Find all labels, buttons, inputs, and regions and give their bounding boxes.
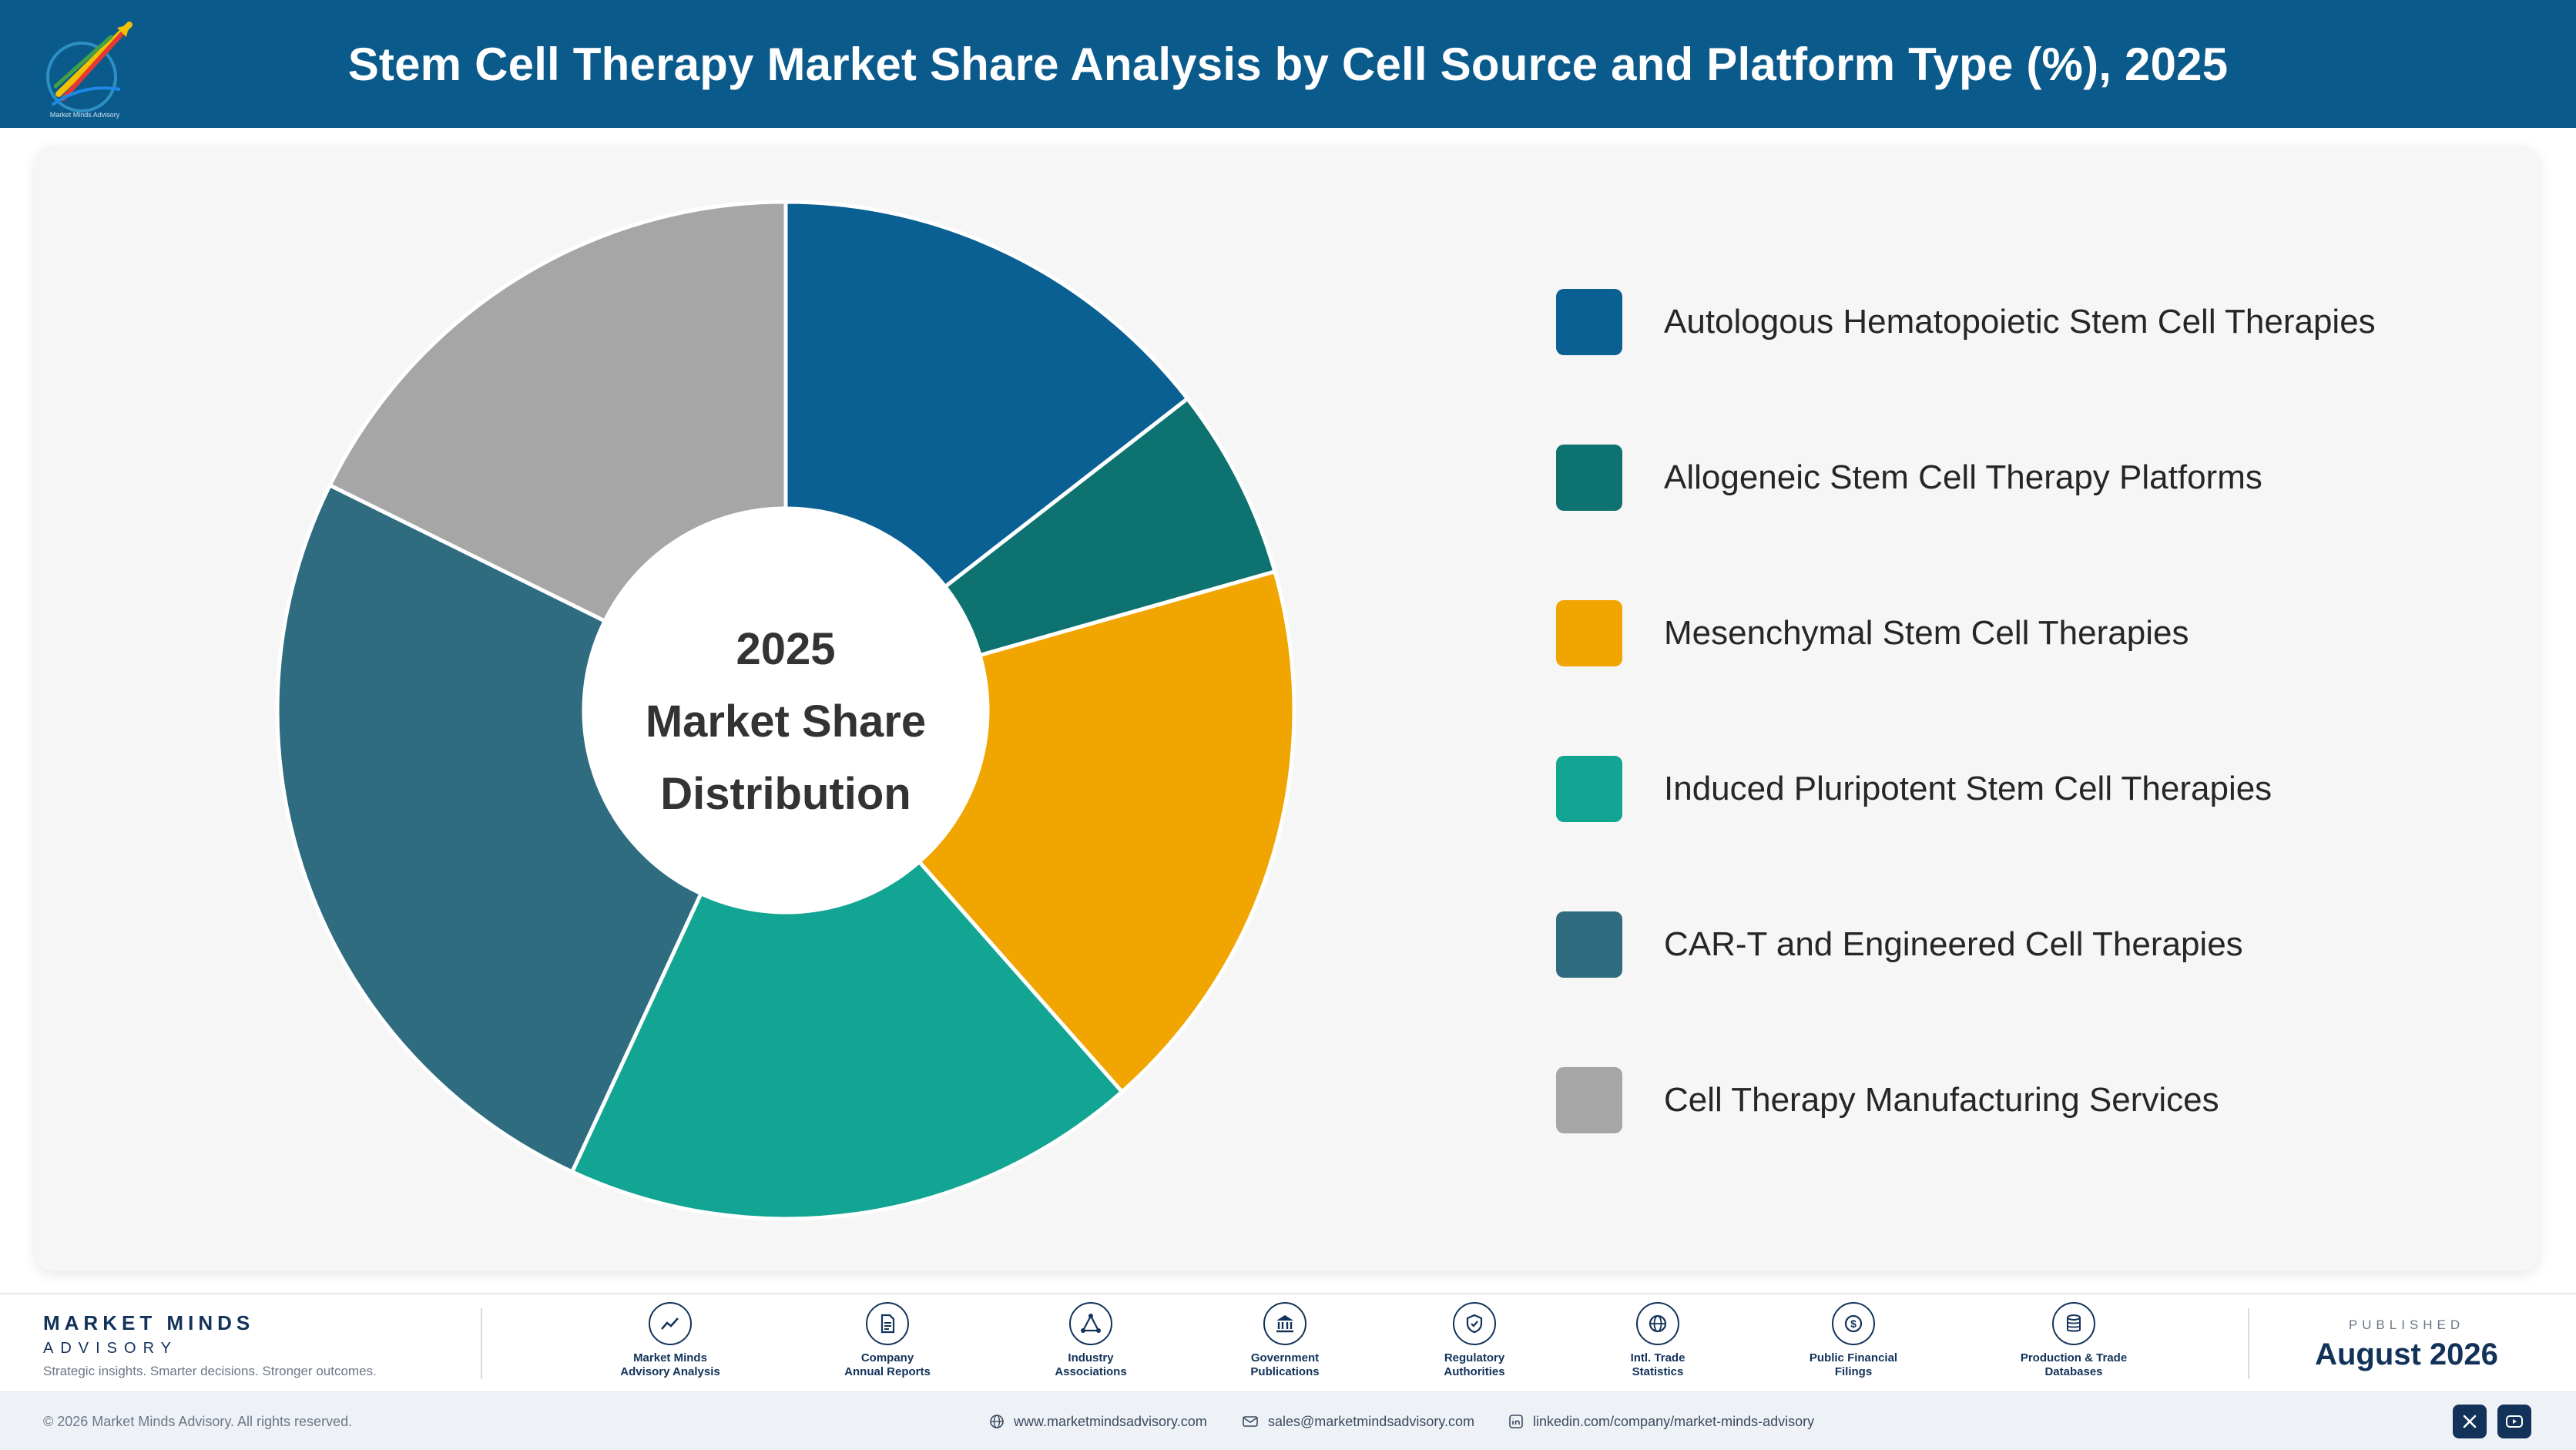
x-icon[interactable] xyxy=(2453,1405,2487,1438)
government-building-icon xyxy=(1263,1302,1306,1345)
legend-swatch xyxy=(1556,756,1622,822)
linkedin-icon xyxy=(1509,1415,1523,1428)
legend-item-mesenchymal[interactable]: Mesenchymal Stem Cell Therapies xyxy=(1556,599,2189,667)
network-icon xyxy=(1069,1302,1112,1345)
trend-chart-icon xyxy=(649,1302,692,1345)
source-label: Government Publications xyxy=(1250,1351,1320,1378)
donut-slice-1[interactable] xyxy=(783,200,1191,589)
source-label: Intl. Trade Statistics xyxy=(1630,1351,1685,1378)
legend-item-ipsc[interactable]: Induced Pluripotent Stem Cell Therapies xyxy=(1556,755,2272,823)
legend-label: Autologous Hematopoietic Stem Cell Thera… xyxy=(1664,303,2376,341)
source-label: Market Minds Advisory Analysis xyxy=(620,1351,720,1378)
source-label: Public Financial Filings xyxy=(1809,1351,1898,1378)
chart-card: 2025 Market Share Distribution Autologou… xyxy=(35,146,2539,1271)
legend-label: Mesenchymal Stem Cell Therapies xyxy=(1664,614,2189,652)
center-label-line2: Market Share xyxy=(645,696,927,747)
source-label: Production & Trade Databases xyxy=(2020,1351,2128,1378)
footer: MARKET MINDS ADVISORY Strategic insights… xyxy=(0,1293,2576,1391)
brand-name: MARKET MINDS xyxy=(43,1311,255,1334)
source-trade-databases: Production & Trade Databases xyxy=(1997,1302,2151,1379)
legend-swatch xyxy=(1556,600,1622,666)
website-link[interactable]: www.marketmindsadvisory.com xyxy=(989,1392,1207,1450)
published-block: PUBLISHED August 2026 xyxy=(2306,1317,2507,1372)
bottom-bar: © 2026 Market Minds Advisory. All rights… xyxy=(0,1391,2576,1450)
legend-item-car-t[interactable]: CAR-T and Engineered Cell Therapies xyxy=(1556,911,2243,978)
legend-swatch xyxy=(1556,1067,1622,1133)
legend-swatch xyxy=(1556,289,1622,355)
donut-slice-6[interactable] xyxy=(327,200,788,624)
donut-slice-3[interactable] xyxy=(916,569,1296,1095)
legend-swatch xyxy=(1556,911,1622,978)
source-government: Government Publications xyxy=(1208,1302,1362,1379)
copyright-text: © 2026 Market Minds Advisory. All rights… xyxy=(43,1413,353,1429)
website-text: www.marketmindsadvisory.com xyxy=(1014,1413,1207,1429)
legend-item-manufacturing[interactable]: Cell Therapy Manufacturing Services xyxy=(1556,1066,2219,1134)
legend-item-allogeneic[interactable]: Allogeneic Stem Cell Therapy Platforms xyxy=(1556,444,2262,512)
legend-label: Allogeneic Stem Cell Therapy Platforms xyxy=(1664,458,2262,496)
mail-icon xyxy=(1243,1416,1258,1427)
source-label: Industry Associations xyxy=(1055,1351,1127,1378)
published-date: August 2026 xyxy=(2315,1338,2498,1371)
donut-center xyxy=(585,510,986,911)
legend-label: Induced Pluripotent Stem Cell Therapies xyxy=(1664,770,2272,807)
legend-item-autologous[interactable]: Autologous Hematopoietic Stem Cell Thera… xyxy=(1556,288,2376,356)
logo-text: Market Minds Advisory xyxy=(50,111,120,119)
header-bar: Market Minds Advisory Stem Cell Therapy … xyxy=(0,0,2576,128)
source-label: Company Annual Reports xyxy=(844,1351,931,1378)
email-link[interactable]: sales@marketmindsadvisory.com xyxy=(1242,1392,1474,1450)
globe-icon xyxy=(990,1415,1004,1428)
legend-label: Cell Therapy Manufacturing Services xyxy=(1664,1081,2219,1119)
brand-tagline: Strategic insights. Smarter decisions. S… xyxy=(43,1364,377,1378)
database-icon xyxy=(2052,1302,2095,1345)
published-label: PUBLISHED xyxy=(2348,1317,2465,1332)
center-label-line3: Distribution xyxy=(660,769,911,819)
divider xyxy=(2248,1308,2249,1379)
globe-icon xyxy=(1636,1302,1679,1345)
center-label-year: 2025 xyxy=(736,624,836,674)
legend-swatch xyxy=(1556,445,1622,511)
source-industry-associations: Industry Associations xyxy=(1014,1302,1168,1379)
source-company-reports: Company Annual Reports xyxy=(810,1302,964,1379)
footer-brand: MARKET MINDS ADVISORY Strategic insights… xyxy=(43,1311,377,1379)
shield-check-icon xyxy=(1453,1302,1496,1345)
dollar-coin-icon: $ xyxy=(1832,1302,1875,1345)
source-trade-statistics: Intl. Trade Statistics xyxy=(1581,1302,1735,1379)
linkedin-text: linkedin.com/company/market-minds-adviso… xyxy=(1533,1413,1815,1429)
page-title: Stem Cell Therapy Market Share Analysis … xyxy=(347,38,2229,90)
divider xyxy=(481,1308,482,1379)
linkedin-link[interactable]: linkedin.com/company/market-minds-adviso… xyxy=(1508,1392,1814,1450)
document-icon xyxy=(866,1302,909,1345)
legend-label: CAR-T and Engineered Cell Therapies xyxy=(1664,925,2243,963)
logo-icon: Market Minds Advisory xyxy=(46,22,132,119)
brand-sub: ADVISORY xyxy=(43,1340,178,1357)
donut-slice-4[interactable] xyxy=(569,859,1125,1221)
svg-text:$: $ xyxy=(1850,1317,1857,1330)
source-financial-filings: $ Public Financial Filings xyxy=(1776,1302,1930,1379)
donut-slice-5[interactable] xyxy=(275,482,704,1175)
source-label: Regulatory Authorities xyxy=(1444,1351,1505,1378)
email-text: sales@marketmindsadvisory.com xyxy=(1268,1413,1475,1429)
youtube-icon[interactable] xyxy=(2497,1405,2531,1438)
source-regulatory: Regulatory Authorities xyxy=(1397,1302,1551,1379)
source-market-minds: Market Minds Advisory Analysis xyxy=(593,1302,747,1379)
donut-chart xyxy=(275,200,1296,1221)
